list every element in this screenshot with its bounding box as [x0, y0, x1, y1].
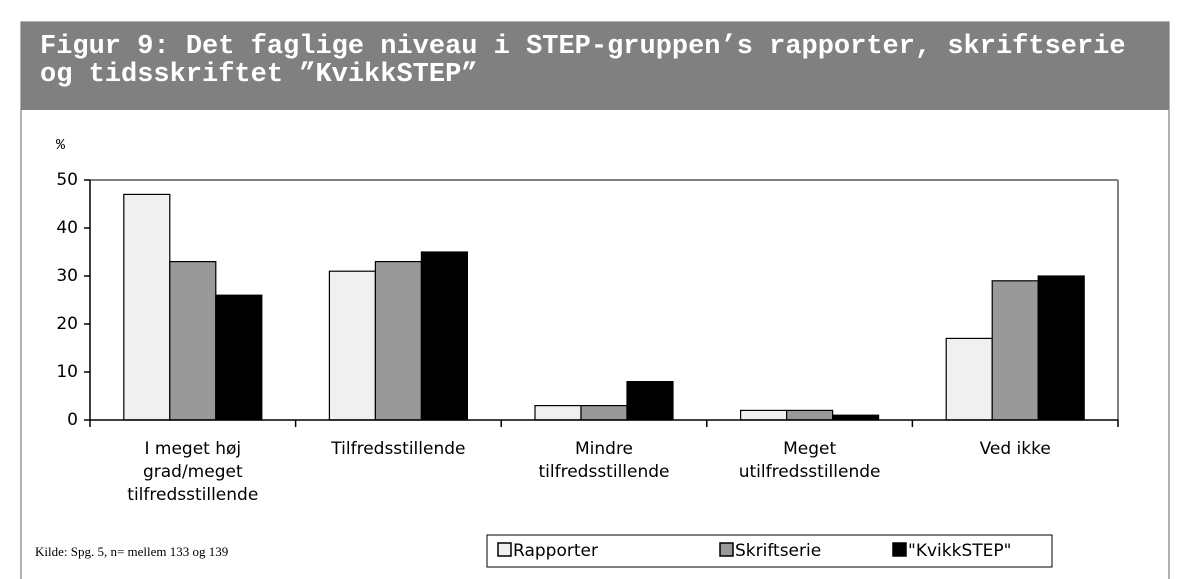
legend-label: Skriftserie — [735, 541, 821, 561]
legend-swatch — [497, 542, 512, 557]
bar — [420, 251, 468, 421]
bar — [945, 337, 993, 421]
bar — [580, 405, 628, 421]
y-axis-label: % — [56, 137, 66, 154]
source-note: Kilde: Spg. 5, n= mellem 133 og 139 — [35, 544, 228, 559]
bar — [1037, 275, 1085, 421]
y-tick-label: 20 — [56, 314, 78, 334]
y-tick-label: 30 — [56, 266, 78, 286]
legend-swatch — [892, 542, 907, 557]
title-bar — [21, 22, 1169, 110]
bar — [215, 294, 263, 421]
bar — [626, 381, 674, 421]
legend-label: Rapporter — [513, 541, 598, 561]
chart-title: Figur 9: Det faglige niveau i STEP-grupp… — [40, 32, 1126, 90]
y-tick-label: 0 — [67, 410, 78, 430]
bar — [534, 405, 582, 421]
legend-swatch — [719, 542, 734, 557]
x-tick-label: Meget utilfredsstillende — [738, 439, 881, 482]
legend-box — [486, 534, 1053, 568]
bar — [169, 261, 217, 421]
bar — [739, 409, 788, 421]
bar — [785, 409, 834, 421]
legend-label: "KvikkSTEP" — [908, 541, 1011, 561]
bar — [991, 280, 1039, 421]
y-tick-label: 50 — [56, 170, 78, 190]
y-tick-label: 40 — [56, 218, 78, 238]
y-tick-label: 10 — [56, 362, 78, 382]
x-tick-label: Ved ikke — [979, 439, 1051, 459]
bar — [328, 270, 376, 421]
x-tick-label: Mindre tilfredsstillende — [538, 439, 670, 482]
bar — [374, 261, 422, 421]
x-tick-label: I meget høj grad/meget tilfredsstillende — [127, 439, 259, 505]
bar — [123, 193, 171, 421]
x-tick-label: Tilfredsstillende — [331, 439, 466, 459]
